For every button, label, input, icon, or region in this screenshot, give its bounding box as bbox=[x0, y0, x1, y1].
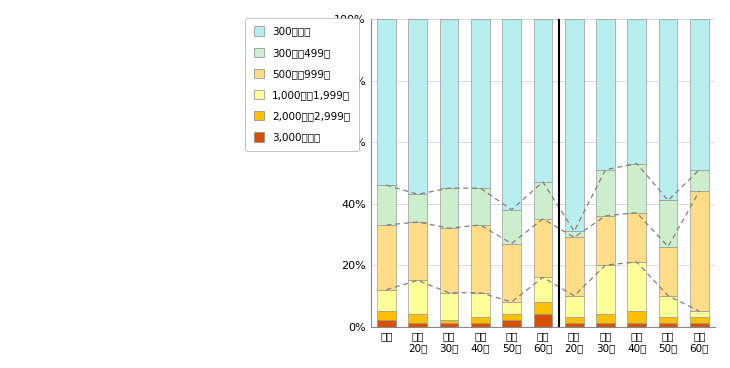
Bar bbox=[627, 323, 646, 326]
Bar bbox=[377, 311, 396, 321]
Bar bbox=[534, 302, 553, 314]
Bar bbox=[439, 321, 458, 323]
Bar bbox=[596, 323, 615, 326]
Bar bbox=[534, 182, 553, 219]
Bar bbox=[439, 323, 458, 326]
Bar bbox=[408, 222, 427, 280]
Bar bbox=[690, 317, 709, 323]
Bar bbox=[565, 323, 583, 326]
Bar bbox=[658, 323, 677, 326]
Bar bbox=[565, 317, 583, 323]
Bar bbox=[471, 225, 490, 293]
Bar bbox=[627, 213, 646, 262]
Bar bbox=[690, 311, 709, 317]
Bar bbox=[471, 293, 490, 317]
Bar bbox=[596, 314, 615, 323]
Bar bbox=[690, 170, 709, 191]
Bar bbox=[658, 201, 677, 247]
Bar bbox=[471, 323, 490, 326]
Bar bbox=[690, 191, 709, 311]
Bar bbox=[502, 321, 521, 326]
Bar bbox=[658, 247, 677, 296]
Bar bbox=[408, 280, 427, 314]
Bar bbox=[658, 19, 677, 201]
Bar bbox=[627, 262, 646, 311]
Bar bbox=[627, 163, 646, 213]
Bar bbox=[439, 228, 458, 293]
Bar bbox=[471, 188, 490, 225]
Bar bbox=[502, 19, 521, 210]
Bar bbox=[377, 321, 396, 326]
Bar bbox=[377, 290, 396, 311]
Bar bbox=[627, 311, 646, 323]
Bar bbox=[471, 19, 490, 188]
Bar bbox=[565, 231, 583, 237]
Bar bbox=[690, 323, 709, 326]
Bar bbox=[565, 296, 583, 317]
Bar bbox=[596, 170, 615, 216]
Bar bbox=[596, 19, 615, 170]
Bar bbox=[534, 19, 553, 182]
Bar bbox=[377, 185, 396, 225]
Bar bbox=[534, 219, 553, 277]
Bar bbox=[502, 210, 521, 244]
Bar bbox=[565, 237, 583, 296]
Bar bbox=[408, 323, 427, 326]
Bar bbox=[534, 314, 553, 326]
Bar bbox=[502, 244, 521, 302]
Bar bbox=[408, 19, 427, 194]
Bar bbox=[377, 225, 396, 290]
Bar bbox=[471, 317, 490, 323]
Bar bbox=[408, 194, 427, 222]
Bar bbox=[439, 19, 458, 188]
Bar bbox=[627, 19, 646, 163]
Bar bbox=[502, 302, 521, 314]
Bar bbox=[439, 188, 458, 228]
Bar bbox=[502, 314, 521, 321]
Bar bbox=[658, 317, 677, 323]
Bar bbox=[408, 314, 427, 323]
Bar bbox=[565, 19, 583, 231]
Bar bbox=[596, 216, 615, 265]
Bar bbox=[596, 265, 615, 314]
Bar bbox=[377, 19, 396, 185]
Bar bbox=[534, 277, 553, 302]
Bar bbox=[658, 296, 677, 317]
Bar bbox=[690, 19, 709, 170]
Legend: 300円未満, 300円～499円, 500円～999円, 1,000円～1,999円, 2,000円～2,999円, 3,000円以上: 300円未満, 300円～499円, 500円～999円, 1,000円～1,9… bbox=[245, 18, 358, 151]
Bar bbox=[439, 293, 458, 321]
